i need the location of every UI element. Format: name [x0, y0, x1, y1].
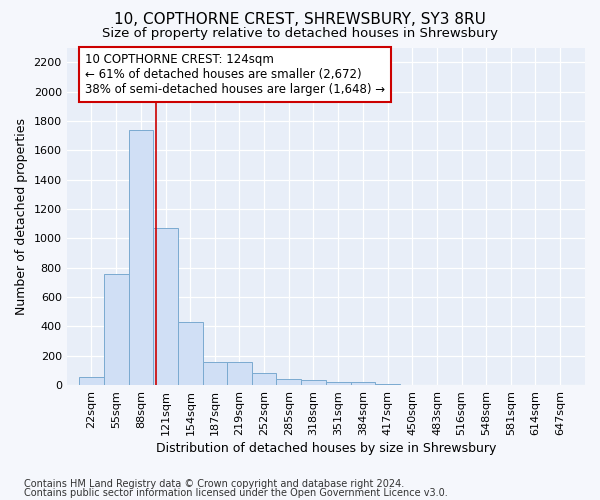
Text: 10 COPTHORNE CREST: 124sqm
← 61% of detached houses are smaller (2,672)
38% of s: 10 COPTHORNE CREST: 124sqm ← 61% of deta… [85, 54, 385, 96]
Bar [154, 228, 178, 385]
Bar [79, 377, 104, 385]
Bar [104, 274, 128, 385]
Bar [376, 384, 400, 385]
Bar [227, 362, 251, 385]
Y-axis label: Number of detached properties: Number of detached properties [15, 118, 28, 315]
Bar [178, 322, 203, 385]
Bar [251, 374, 277, 385]
Bar [277, 380, 301, 385]
Bar [203, 362, 227, 385]
Bar [128, 130, 154, 385]
X-axis label: Distribution of detached houses by size in Shrewsbury: Distribution of detached houses by size … [155, 442, 496, 455]
Bar [301, 380, 326, 385]
Bar [350, 382, 376, 385]
Text: 10, COPTHORNE CREST, SHREWSBURY, SY3 8RU: 10, COPTHORNE CREST, SHREWSBURY, SY3 8RU [114, 12, 486, 28]
Bar [326, 382, 350, 385]
Text: Contains HM Land Registry data © Crown copyright and database right 2024.: Contains HM Land Registry data © Crown c… [24, 479, 404, 489]
Text: Contains public sector information licensed under the Open Government Licence v3: Contains public sector information licen… [24, 488, 448, 498]
Text: Size of property relative to detached houses in Shrewsbury: Size of property relative to detached ho… [102, 28, 498, 40]
